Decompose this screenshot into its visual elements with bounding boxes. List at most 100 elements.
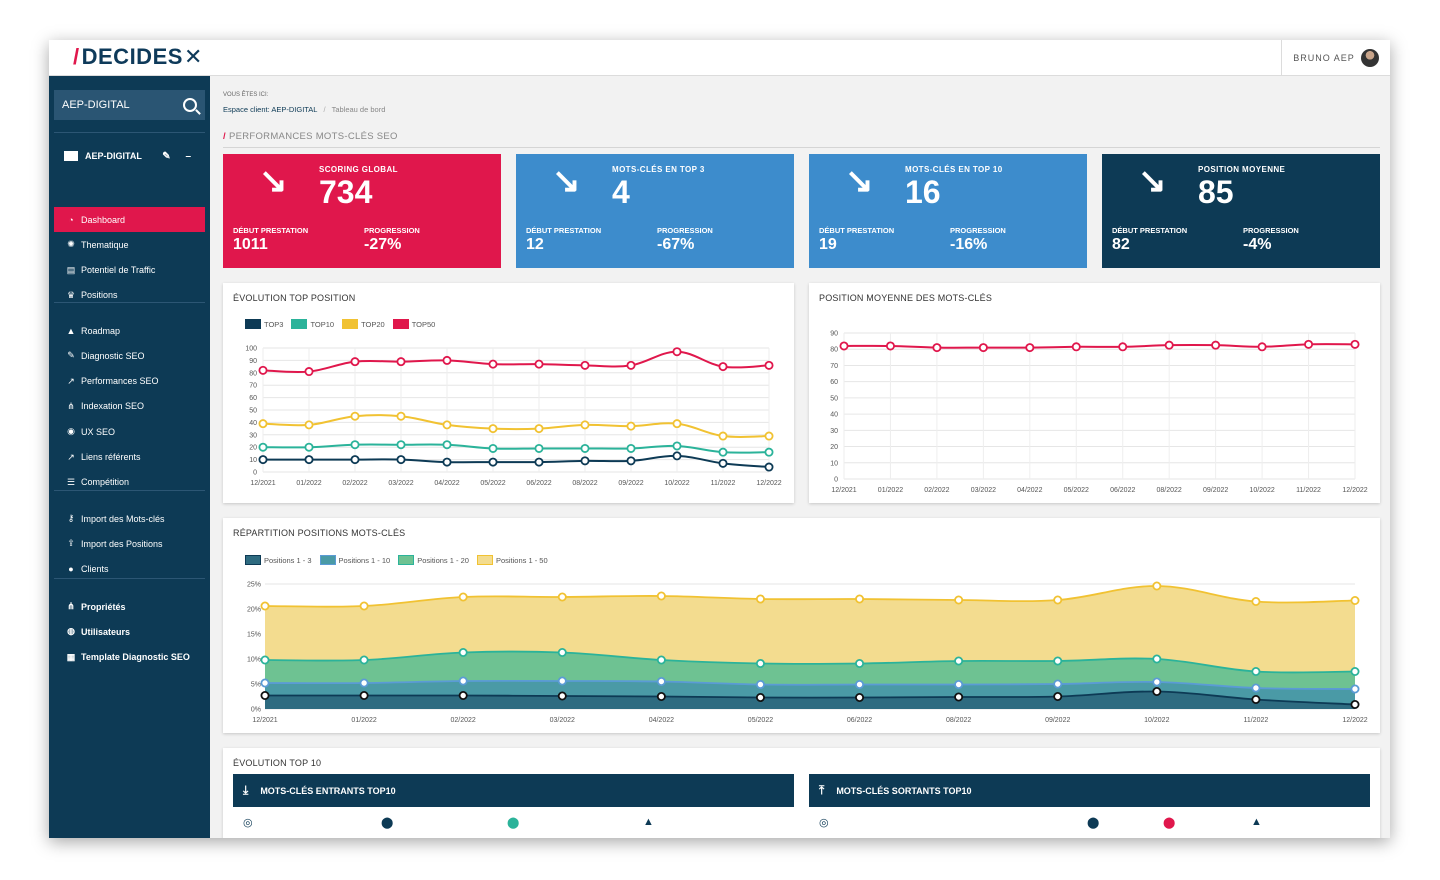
sidebar-item-utilisateurs[interactable]: ◍ Utilisateurs <box>54 619 205 644</box>
data-point <box>304 442 314 452</box>
sidebar-item-liens-r-f-rents[interactable]: ↗ Liens référents <box>54 445 205 470</box>
data-point <box>885 341 895 351</box>
data-point <box>458 690 468 700</box>
kpi-value: 85 <box>1198 174 1234 210</box>
y-tick-label: 90 <box>249 358 257 365</box>
legend-label: TOP50 <box>411 319 436 329</box>
y-tick-label: 50 <box>830 395 838 402</box>
data-point <box>978 343 988 353</box>
legend-label: Positions 1 - 50 <box>495 555 548 565</box>
sidebar-item-roadmap[interactable]: ▲ Roadmap <box>54 318 205 343</box>
legend-swatch <box>245 319 261 329</box>
sidebar-item-import-des-mots-cl-s[interactable]: ⚷ Import des Mots-clés <box>54 506 205 531</box>
x-tick-label: 03/2022 <box>388 480 413 487</box>
y-tick-label: 5% <box>251 682 261 689</box>
y-tick-label: 10 <box>249 457 257 464</box>
data-point <box>359 690 369 700</box>
avatar[interactable] <box>1360 48 1379 67</box>
sort-up-icon[interactable]: ▲ <box>1251 816 1262 828</box>
client-search[interactable]: AEP-DIGITAL <box>54 90 205 120</box>
x-tick-label: 08/2022 <box>946 717 971 724</box>
sidebar-item-diagnostic-seo[interactable]: ✎ Diagnostic SEO <box>54 343 205 368</box>
data-point <box>764 447 774 457</box>
sidebar-item-positions[interactable]: ♛ Positions <box>54 283 205 308</box>
data-point <box>534 457 544 467</box>
legend-item[interactable]: Positions 1 - 50 <box>476 555 548 565</box>
logo[interactable]: /DECIDES <box>73 44 183 69</box>
data-point <box>442 457 452 467</box>
sidebar-item-label: Import des Positions <box>81 538 163 549</box>
map-marker-icon[interactable]: ⬤ <box>1087 817 1100 829</box>
kpi-card: ↘ SCORING GLOBAL 734 DÉBUT PRESTATION 1011 PR… <box>223 154 501 268</box>
legend-item[interactable]: Positions 1 - 20 <box>398 555 469 565</box>
legend-item[interactable]: Positions 1 - 3 <box>245 555 312 565</box>
sidebar-item-potentiel-de-traffic[interactable]: ▤ Potentiel de Traffic <box>54 258 205 283</box>
key-icon: ⚷ <box>67 513 75 523</box>
data-point <box>304 420 314 430</box>
user-menu[interactable]: BRUNO AEP <box>1281 40 1390 75</box>
data-point <box>359 655 369 665</box>
legend-item[interactable]: TOP20 <box>342 319 385 329</box>
legend-item[interactable]: TOP50 <box>392 319 436 329</box>
sidebar-item-performances-seo[interactable]: ↗ Performances SEO <box>54 369 205 394</box>
target-icon[interactable]: ◎ <box>243 817 253 829</box>
map-marker-icon[interactable]: ⬤ <box>381 817 394 829</box>
sidebar-item-indexation-seo[interactable]: ⋔ Indexation SEO <box>54 394 205 419</box>
sidebar-item-import-des-positions[interactable]: ⇪ Import des Positions <box>54 531 205 556</box>
sidebar-item-propri-t-s[interactable]: ⋔ Propriétés <box>54 594 205 619</box>
top-position-panel: ÉVOLUTION TOP POSITION TOP3 TOP10 TOP20 TOP… <box>223 283 794 503</box>
legend-item[interactable]: Positions 1 - 10 <box>319 555 391 565</box>
sidebar-item-dashboard[interactable]: ◔ Dashboard <box>54 207 205 232</box>
leaving-top10-header[interactable]: ⤒ MOTS-CLÉS SORTANTS TOP10 <box>809 774 1370 807</box>
sidebar-item-thematique[interactable]: ✺ Thematique <box>54 232 205 257</box>
y-tick-label: 40 <box>249 420 257 427</box>
x-tick-label: 05/2022 <box>748 717 773 724</box>
data-point <box>954 595 964 605</box>
x-tick-label: 09/2022 <box>1045 717 1070 724</box>
data-point <box>755 692 765 702</box>
legend-label: Positions 1 - 10 <box>338 555 391 565</box>
data-point <box>534 443 544 453</box>
client-header[interactable]: AEP-DIGITAL ✎ – <box>54 144 205 168</box>
x-tick-label: 02/2022 <box>924 487 949 494</box>
y-tick-label: 25% <box>247 582 261 589</box>
y-tick-label: 80 <box>830 347 838 354</box>
kpi-progress-value: -16% <box>950 236 988 253</box>
app-window: /DECIDES ✕ BRUNO AEP AEP-DIGITAL AEP-DIG… <box>49 40 1390 838</box>
leaving-columns: ◎ ⬤ ⬤ ▲ <box>809 816 1370 830</box>
search-icon[interactable] <box>183 98 197 112</box>
kpi-start-value: 1011 <box>233 236 268 253</box>
legend-item[interactable]: TOP3 <box>245 319 283 329</box>
panel-title: ÉVOLUTION TOP POSITION <box>233 293 356 303</box>
divider <box>223 147 1380 148</box>
divider <box>54 132 205 133</box>
x-tick-label: 01/2022 <box>351 717 376 724</box>
sidebar-item-label: Import des Mots-clés <box>81 513 165 524</box>
sidebar-item-ux-seo[interactable]: ◉ UX SEO <box>54 419 205 444</box>
sidebar-item-template-diagnostic-seo[interactable]: ▦ Template Diagnostic SEO <box>54 645 205 670</box>
x-tick-label: 08/2022 <box>1157 487 1182 494</box>
target-icon[interactable]: ◎ <box>819 817 829 829</box>
user-icon: ● <box>68 564 74 575</box>
y-tick-label: 70 <box>830 363 838 370</box>
data-point <box>1053 679 1063 689</box>
close-icon[interactable]: ✕ <box>184 44 203 69</box>
map-marker-icon[interactable]: ⬤ <box>507 817 520 829</box>
breadcrumb-client[interactable]: Espace client: AEP-DIGITAL <box>223 105 318 114</box>
x-tick-label: 10/2022 <box>664 480 689 487</box>
legend-item[interactable]: TOP10 <box>291 319 334 329</box>
sidebar-item-comp-tition[interactable]: ☰ Compétition <box>54 470 205 495</box>
sort-up-icon[interactable]: ▲ <box>643 816 654 828</box>
kpi-value: 16 <box>905 174 941 210</box>
y-tick-label: 60 <box>249 395 257 402</box>
edit-icon[interactable]: ✎ – <box>162 150 197 162</box>
kpi-progress-label: PROGRESSION <box>950 226 1006 235</box>
sidebar-item-clients[interactable]: ● Clients <box>54 557 205 582</box>
data-point <box>755 658 765 668</box>
data-point <box>656 655 666 665</box>
y-tick-label: 30 <box>830 428 838 435</box>
entering-top10-header[interactable]: ⤓ MOTS-CLÉS ENTRANTS TOP10 <box>233 774 794 807</box>
y-tick-label: 10% <box>247 657 261 664</box>
search-input[interactable]: AEP-DIGITAL <box>62 99 130 111</box>
map-marker-icon[interactable]: ⬤ <box>1163 817 1176 829</box>
